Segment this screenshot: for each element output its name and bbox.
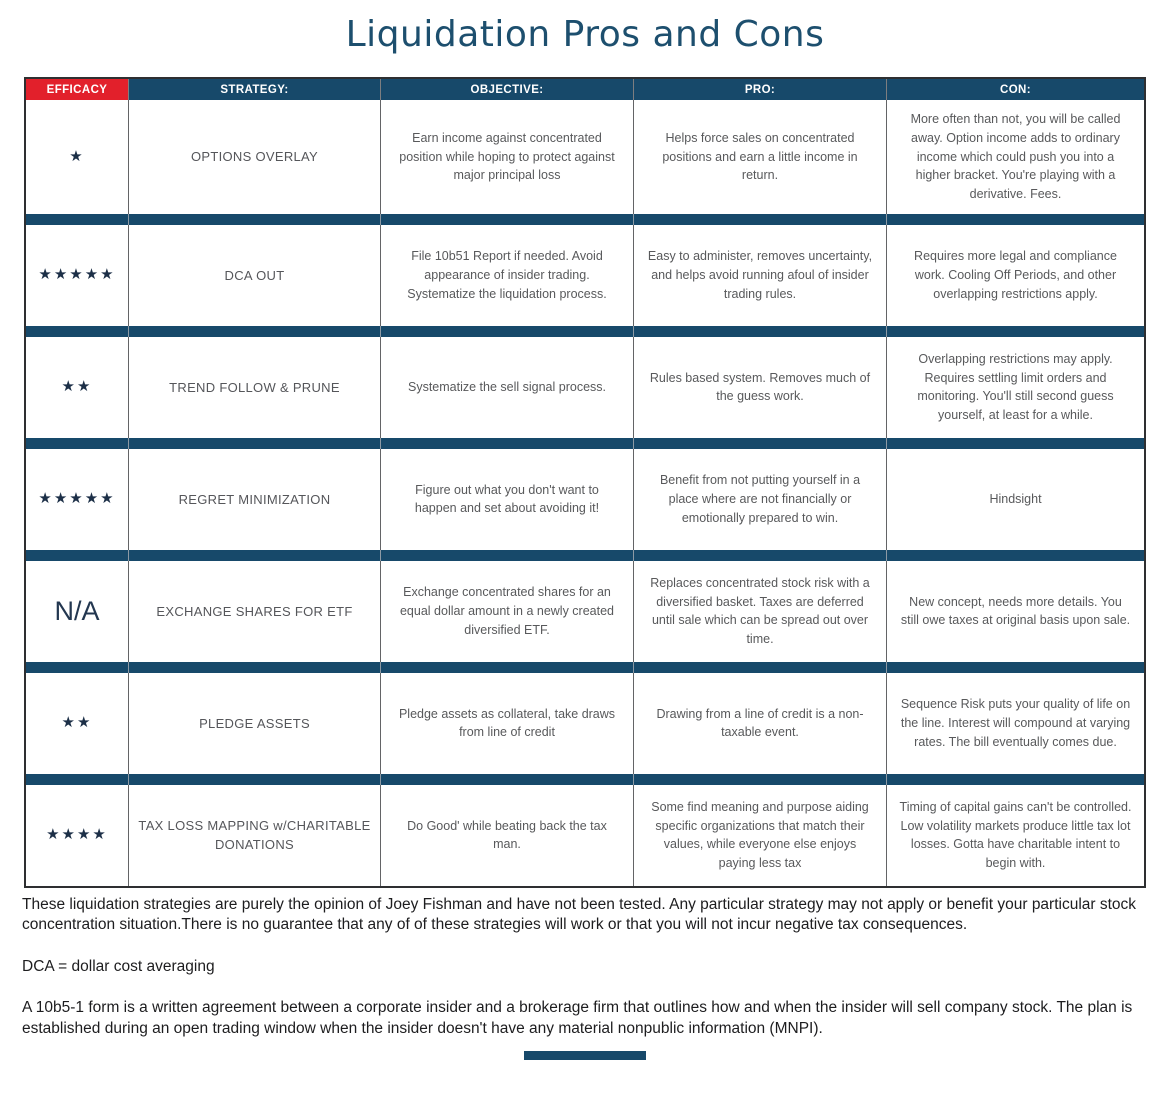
dca-definition-text: DCA = dollar cost averaging: [22, 957, 215, 975]
con-cell: More often than not, you will be called …: [910, 112, 1121, 201]
efficacy-rating: ★★★★★: [38, 266, 116, 283]
row-separator: [26, 325, 1144, 337]
efficacy-cell: ★★★★★: [26, 224, 129, 326]
header-con: CON:: [887, 79, 1144, 100]
separator-segment: [129, 437, 381, 449]
separator-segment: [26, 661, 129, 673]
table-row: ★★★★★ DCA OUT File 10b51 Report if neede…: [26, 224, 1144, 326]
separator-segment: [26, 325, 129, 337]
objective-cell: Figure out what you don't want to happen…: [381, 448, 634, 550]
separator-segment: [381, 549, 634, 561]
pro-cell: Benefit from not putting yourself in a p…: [634, 448, 887, 550]
row-separator: [26, 213, 1144, 225]
pro-cell: Drawing from a line of credit is a non-t…: [634, 672, 887, 774]
strategy-cell: DCA OUT: [129, 224, 381, 326]
efficacy-cell: N/A: [26, 560, 129, 662]
separator-segment: [129, 213, 381, 225]
objective-cell: Do Good' while beating back the tax man.: [381, 784, 634, 886]
form-10b5-1-text: A 10b5-1 form is a written agreement bet…: [22, 999, 1133, 1037]
separator-segment: [634, 549, 887, 561]
separator-segment: [129, 325, 381, 337]
con-cell: Sequence Risk puts your quality of life …: [900, 697, 1131, 749]
efficacy-rating: ★★★★: [46, 826, 108, 843]
strategy-cell: TREND FOLLOW & PRUNE: [129, 336, 381, 438]
separator-segment: [634, 661, 887, 673]
header-pro: PRO:: [634, 79, 887, 100]
table-row: N/A EXCHANGE SHARES FOR ETF Exchange con…: [26, 560, 1144, 662]
table-row: ★★ TREND FOLLOW & PRUNE Systematize the …: [26, 336, 1144, 438]
separator-segment: [381, 325, 634, 337]
separator-segment: [381, 661, 634, 673]
strategy-cell: PLEDGE ASSETS: [129, 672, 381, 774]
separator-segment: [381, 773, 634, 785]
strategy-cell: EXCHANGE SHARES FOR ETF: [129, 560, 381, 662]
efficacy-rating: ★★: [61, 714, 93, 731]
efficacy-cell: ★★: [26, 672, 129, 774]
separator-segment: [887, 325, 1144, 337]
separator-segment: [129, 773, 381, 785]
table-row: ★★★★ TAX LOSS MAPPING w/CHARITABLE DONAT…: [26, 784, 1144, 886]
objective-cell: Exchange concentrated shares for an equa…: [381, 560, 634, 662]
separator-segment: [381, 437, 634, 449]
pro-cell: Some find meaning and purpose aiding spe…: [634, 784, 887, 886]
con-cell: Hindsight: [989, 491, 1042, 506]
row-separator: [26, 661, 1144, 673]
efficacy-rating: ★★★★★: [38, 490, 116, 507]
table-row: ★ OPTIONS OVERLAY Earn income against co…: [26, 100, 1144, 214]
separator-segment: [634, 325, 887, 337]
con-cell: Overlapping restrictions may apply. Requ…: [917, 351, 1114, 422]
liquidation-table: EFFICACY STRATEGY: OBJECTIVE: PRO: CON: …: [24, 77, 1146, 888]
objective-cell: Earn income against concentrated positio…: [381, 100, 634, 214]
separator-segment: [26, 773, 129, 785]
strategy-cell: OPTIONS OVERLAY: [129, 100, 381, 214]
efficacy-cell: ★★: [26, 336, 129, 438]
separator-segment: [26, 549, 129, 561]
separator-segment: [26, 437, 129, 449]
pro-cell: Rules based system. Removes much of the …: [634, 336, 887, 438]
row-separator: [26, 549, 1144, 561]
header-strategy: STRATEGY:: [129, 79, 381, 100]
separator-segment: [887, 661, 1144, 673]
bottom-bar: [524, 1051, 646, 1061]
separator-segment: [634, 213, 887, 225]
table-header-row: EFFICACY STRATEGY: OBJECTIVE: PRO: CON:: [26, 79, 1144, 100]
table-row: ★★ PLEDGE ASSETS Pledge assets as collat…: [26, 672, 1144, 774]
pro-cell: Replaces concentrated stock risk with a …: [634, 560, 887, 662]
efficacy-cell: ★★★★: [26, 784, 129, 886]
separator-segment: [887, 437, 1144, 449]
footnotes: These liquidation strategies are purely …: [22, 895, 1148, 1039]
separator-segment: [26, 213, 129, 225]
objective-cell: File 10b51 Report if needed. Avoid appea…: [381, 224, 634, 326]
objective-cell: Systematize the sell signal process.: [381, 336, 634, 438]
efficacy-rating: ★: [69, 147, 85, 165]
con-cell: Requires more legal and compliance work.…: [914, 249, 1117, 301]
header-objective: OBJECTIVE:: [381, 79, 634, 100]
strategy-cell: REGRET MINIMIZATION: [129, 448, 381, 550]
disclaimer-text: These liquidation strategies are purely …: [22, 895, 1137, 934]
page-title: Liquidation Pros and Cons: [345, 14, 825, 55]
efficacy-cell: ★: [26, 100, 129, 214]
separator-segment: [887, 213, 1144, 225]
row-separator: [26, 437, 1144, 449]
page: Liquidation Pros and Cons EFFICACY STRAT…: [22, 14, 1148, 1061]
efficacy-rating: N/A: [54, 596, 100, 626]
separator-segment: [381, 213, 634, 225]
separator-segment: [129, 549, 381, 561]
objective-cell: Pledge assets as collateral, take draws …: [381, 672, 634, 774]
efficacy-rating: ★★: [61, 378, 93, 395]
table-row: ★★★★★ REGRET MINIMIZATION Figure out wha…: [26, 448, 1144, 550]
separator-segment: [887, 773, 1144, 785]
strategy-cell: TAX LOSS MAPPING w/CHARITABLE DONATIONS: [129, 784, 381, 886]
pro-cell: Easy to administer, removes uncertainty,…: [634, 224, 887, 326]
row-separator: [26, 773, 1144, 785]
separator-segment: [634, 437, 887, 449]
pro-cell: Helps force sales on concentrated positi…: [634, 100, 887, 214]
con-cell: Timing of capital gains can't be control…: [899, 799, 1132, 870]
header-efficacy: EFFICACY: [26, 79, 129, 100]
con-cell: New concept, needs more details. You sti…: [900, 594, 1131, 628]
separator-segment: [129, 661, 381, 673]
efficacy-cell: ★★★★★: [26, 448, 129, 550]
separator-segment: [634, 773, 887, 785]
separator-segment: [887, 549, 1144, 561]
